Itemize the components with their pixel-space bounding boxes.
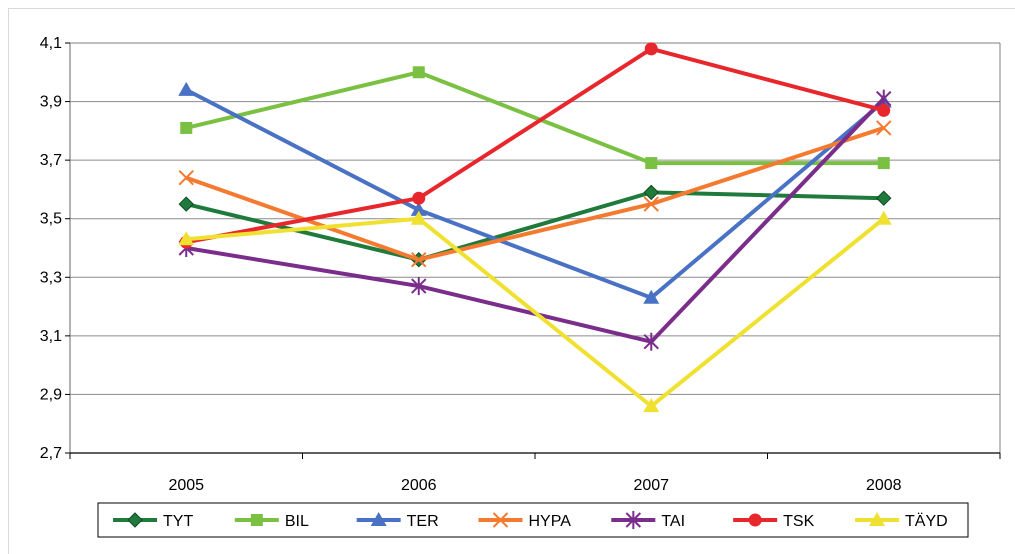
y-tick-label: 3,5 <box>40 211 62 228</box>
data-point-hypa <box>178 170 194 186</box>
data-point-hypa <box>876 120 892 136</box>
series-bil <box>180 66 890 170</box>
legend-marker-hypa <box>492 512 509 528</box>
series-line-tyd <box>186 216 886 409</box>
y-tick-label: 3,9 <box>40 94 62 111</box>
legend-label-bil: BIL <box>285 513 309 530</box>
series-tyd <box>178 210 892 413</box>
legend-label-tai: TAI <box>661 513 685 530</box>
x-tick-label: 2006 <box>401 477 437 494</box>
data-point-tsk <box>644 42 658 56</box>
x-tick-label: 2008 <box>866 477 902 494</box>
data-point-tyt <box>876 190 892 206</box>
legend-marker-bil <box>250 514 263 526</box>
data-point-bil <box>180 121 193 134</box>
data-point-bil <box>412 66 425 79</box>
chart-frame <box>8 8 1015 554</box>
legend-marker-tyt <box>127 512 143 528</box>
legend-label-ter: TER <box>407 513 439 530</box>
series-ter <box>178 81 892 304</box>
series-line-bil <box>185 70 884 166</box>
data-point-tai <box>411 277 427 296</box>
legend-label-hypa: HYPA <box>529 513 572 530</box>
data-point-bil <box>645 157 658 170</box>
y-tick-label: 2,9 <box>40 386 62 403</box>
series-line-tsk <box>185 46 885 245</box>
x-tick-label: 2007 <box>633 477 669 494</box>
legend-marker-tai <box>625 511 642 529</box>
data-point-ter <box>410 201 427 216</box>
series-line-tyt <box>185 190 884 262</box>
plot-area: 4,1 3,9 3,7 3,5 3,3 3,1 2,9 2,7 2005 2006 2007 2008 <box>40 35 1001 494</box>
legend-marker-ter <box>370 512 387 526</box>
y-tick-label: 3,3 <box>40 269 62 286</box>
data-point-tyd <box>178 231 195 246</box>
legend-label-tsk: TSK <box>783 513 814 530</box>
data-point-bil <box>877 157 890 170</box>
y-tick-label: 3,1 <box>40 328 62 345</box>
data-point-ter <box>178 81 195 96</box>
legend-label-tyt: TYT <box>163 513 193 530</box>
data-point-ter <box>643 289 660 304</box>
data-point-tyt <box>643 184 659 201</box>
data-point-tyd <box>875 210 892 225</box>
data-point-tyt <box>178 196 194 212</box>
data-point-hypa <box>411 252 427 268</box>
legend-marker-tyd <box>869 512 885 526</box>
series-tsk <box>179 42 891 249</box>
y-tick-label: 3,7 <box>40 152 62 169</box>
legend: TYT BIL TER HYPA TAI TSK TÄYD <box>97 502 969 538</box>
series-line-ter <box>185 88 886 300</box>
data-point-tyd <box>643 398 660 413</box>
data-point-tsk <box>412 191 426 205</box>
data-point-tyd <box>410 210 427 225</box>
y-tick-label: 4,1 <box>40 35 62 52</box>
legend-label-tyd: TÄYD <box>905 512 948 530</box>
data-point-hypa <box>643 196 659 212</box>
y-tick-label: 2,7 <box>40 445 62 462</box>
data-point-tai <box>643 332 659 351</box>
legend-marker-tsk <box>748 513 762 527</box>
data-point-tsk <box>877 103 891 117</box>
x-tick-label: 2005 <box>168 477 204 494</box>
